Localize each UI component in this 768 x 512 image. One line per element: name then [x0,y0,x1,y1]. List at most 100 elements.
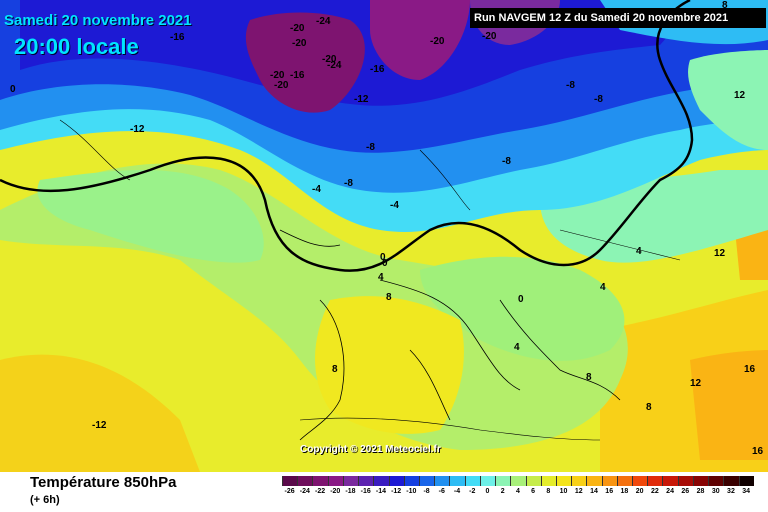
color-swatch [449,476,465,486]
isotherm-label: 4 [514,342,520,353]
run-info: Run NAVGEM 12 Z du Samedi 20 novembre 20… [470,8,766,28]
isotherm-label: -8 [502,156,511,167]
scale-tick-label: 12 [574,488,583,495]
isotherm-label: -20 [322,54,337,65]
isotherm-label: -16 [170,32,185,43]
isotherm-label: -20 [274,80,289,91]
isotherm-label: -16 [370,64,385,75]
isotherm-label: -20 [430,36,445,47]
isotherm-label: -8 [366,142,375,153]
isotherm-label: 12 [690,378,702,389]
isotherm-label: 0 [10,84,16,95]
scale-tick-label: -6 [438,488,445,495]
map-canvas [0,0,768,472]
color-swatch [632,476,648,486]
color-swatch [495,476,511,486]
color-scale [282,476,754,486]
color-swatch [738,476,754,486]
scale-tick-label: -4 [453,488,461,495]
scale-tick-label: -16 [360,488,371,495]
isotherm-label: -20 [482,31,497,42]
scale-tick-label: 32 [727,488,735,495]
scale-tick-label: -24 [299,488,310,495]
color-swatch [525,476,541,486]
scale-tick-label: -8 [423,488,430,495]
isotherm-label: 0 [380,252,386,263]
isotherm-label: 4 [378,272,384,283]
color-swatch [358,476,374,486]
scale-tick-label: 28 [696,488,705,495]
color-swatch [327,476,343,486]
color-swatch [434,476,450,486]
isotherm-label: -24 [316,16,331,27]
color-swatch [723,476,739,486]
scale-ticks: -26 -24 -22 -20 -18 -16 -14 -12 -10 -8 -6 -4 -2 0 2 4 6 8… [282,488,754,495]
isotherm-label: 8 [722,0,728,11]
color-swatch [616,476,633,486]
scale-tick-label: -14 [375,488,386,495]
isotherm-label: -20 [290,23,305,34]
color-swatch [282,476,298,486]
isotherm-label: 0 [382,258,388,269]
color-swatch [601,476,617,486]
isotherm-label: -12 [92,420,107,431]
isotherm-label: -4 [390,200,399,211]
scale-tick-label: 30 [711,488,720,495]
temperature-map: -16 -24 -20 -20 -20 -20 -16 -20 -24 -16 … [0,0,768,472]
scale-tick-label: -26 [284,488,295,495]
isotherm-label: 8 [586,372,592,383]
isotherm-label: -8 [594,94,603,105]
color-swatch [540,476,556,486]
color-swatch [677,476,693,486]
color-swatch [479,476,496,486]
color-swatch [571,476,587,486]
scale-tick-label: -10 [406,488,417,495]
isotherm-label: -4 [312,184,321,195]
scale-tick-label: 6 [531,488,536,495]
color-swatch [586,476,602,486]
scale-tick-label: -2 [469,488,476,495]
isotherm-label: -20 [270,70,285,81]
legend: Température 850hPa (+ 6h) -26 -24 -22 -20 -1… [0,472,768,512]
isotherm-label: 16 [752,446,764,457]
scale-tick-label: 26 [681,488,690,495]
forecast-date: Samedi 20 novembre 2021 [4,12,192,29]
isotherm-label: 8 [386,292,392,303]
color-swatch [373,476,389,486]
isotherm-label: 12 [714,248,726,259]
forecast-time: 20:00 locale [14,34,139,59]
scale-tick-label: -20 [330,488,341,495]
color-swatch [555,476,572,486]
isotherm-label: 16 [744,364,756,375]
scale-tick-label: -18 [345,488,356,495]
color-swatch [464,476,480,486]
scale-tick-label: 18 [620,488,629,495]
isotherm-label: -20 [292,38,307,49]
scale-tick-label: 2 [500,488,505,495]
isotherm-label: 0 [518,294,524,305]
isotherm-label: 4 [600,282,606,293]
legend-title: Température 850hPa [30,474,177,491]
isotherm-label: -8 [566,80,575,91]
scale-tick-label: 4 [515,488,520,495]
color-swatch [708,476,724,486]
color-swatch [418,476,435,486]
color-swatch [692,476,709,486]
isotherm-label: 8 [332,364,338,375]
isotherm-label: -8 [344,178,353,189]
color-swatch [647,476,663,486]
scale-tick-label: 0 [485,488,490,495]
isotherm-label: -12 [130,124,145,135]
color-swatch [403,476,419,486]
scale-tick-label: 16 [605,488,614,495]
scale-tick-label: -22 [314,488,326,495]
color-swatch [662,476,678,486]
isotherm-label: 12 [734,90,746,101]
scale-tick-label: 8 [546,488,551,495]
legend-subtitle: (+ 6h) [30,494,60,506]
color-swatch [510,476,526,486]
color-swatch [388,476,404,486]
color-swatch [312,476,328,486]
scale-tick-label: 14 [590,488,598,495]
